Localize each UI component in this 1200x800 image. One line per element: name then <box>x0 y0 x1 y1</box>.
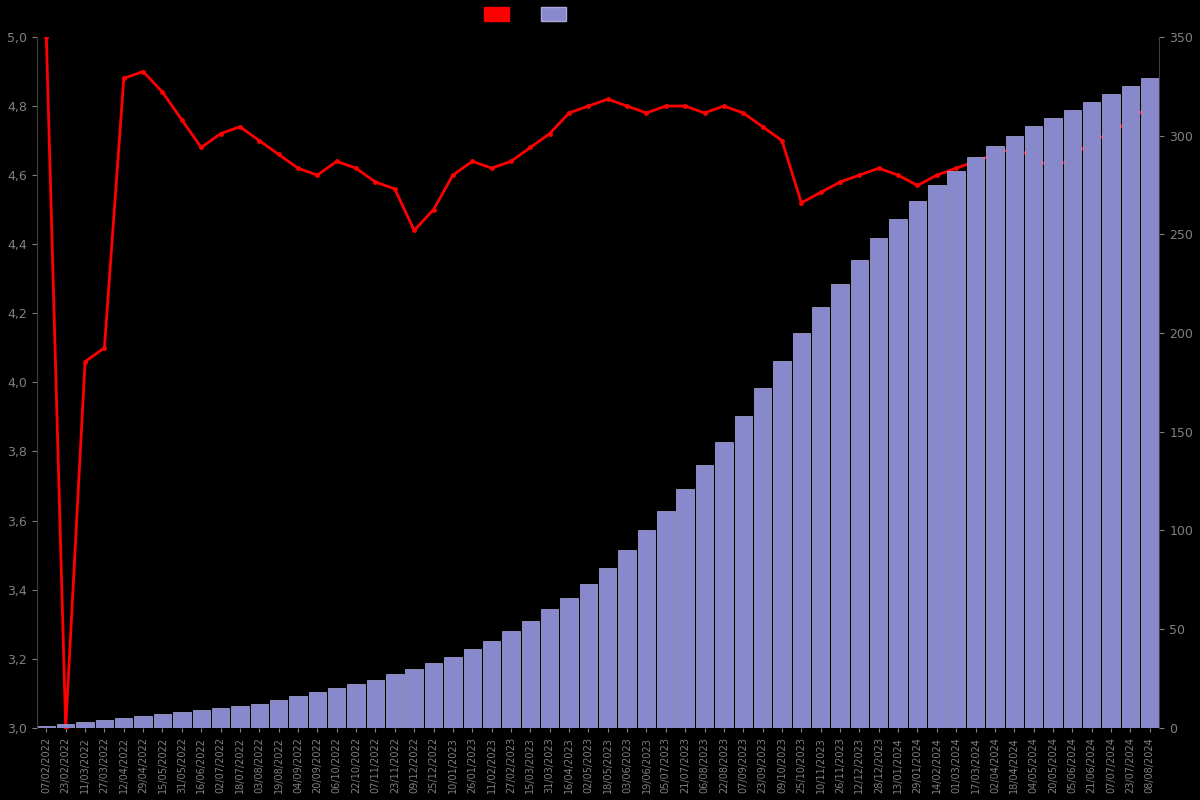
Legend: , : , <box>480 2 581 26</box>
Bar <box>308 692 326 728</box>
Bar <box>154 714 172 728</box>
Bar <box>270 700 287 728</box>
Bar <box>96 720 113 728</box>
Bar <box>658 510 674 728</box>
Bar <box>986 146 1003 728</box>
Bar <box>37 726 55 728</box>
Bar <box>637 530 655 728</box>
Bar <box>967 158 984 728</box>
Bar <box>599 568 617 728</box>
Bar <box>367 681 384 728</box>
Bar <box>580 584 598 728</box>
Bar <box>522 621 539 728</box>
Bar <box>56 724 74 728</box>
Bar <box>289 696 307 728</box>
Bar <box>134 716 152 728</box>
Bar <box>328 688 346 728</box>
Bar <box>870 238 888 728</box>
Bar <box>347 684 365 728</box>
Bar <box>560 598 577 728</box>
Bar <box>482 641 500 728</box>
Bar <box>1044 118 1062 728</box>
Bar <box>908 201 926 728</box>
Bar <box>444 657 462 728</box>
Bar <box>734 416 752 728</box>
Bar <box>541 610 558 728</box>
Bar <box>754 388 772 728</box>
Bar <box>251 704 268 728</box>
Bar <box>386 674 403 728</box>
Bar <box>232 706 248 728</box>
Bar <box>173 712 191 728</box>
Bar <box>425 662 443 728</box>
Bar <box>1141 78 1158 728</box>
Bar <box>192 710 210 728</box>
Bar <box>212 708 229 728</box>
Bar <box>115 718 132 728</box>
Bar <box>503 631 520 728</box>
Bar <box>406 669 422 728</box>
Bar <box>618 550 636 728</box>
Bar <box>463 649 481 728</box>
Bar <box>77 722 94 728</box>
Bar <box>1103 94 1120 728</box>
Bar <box>793 333 810 728</box>
Bar <box>1063 110 1081 728</box>
Bar <box>812 307 829 728</box>
Bar <box>715 442 733 728</box>
Bar <box>928 185 946 728</box>
Bar <box>832 284 848 728</box>
Bar <box>1025 126 1043 728</box>
Bar <box>851 260 868 728</box>
Bar <box>677 489 694 728</box>
Bar <box>773 361 791 728</box>
Bar <box>1082 102 1100 728</box>
Bar <box>1122 86 1139 728</box>
Bar <box>1006 136 1022 728</box>
Bar <box>889 218 907 728</box>
Bar <box>696 466 713 728</box>
Bar <box>948 171 965 728</box>
